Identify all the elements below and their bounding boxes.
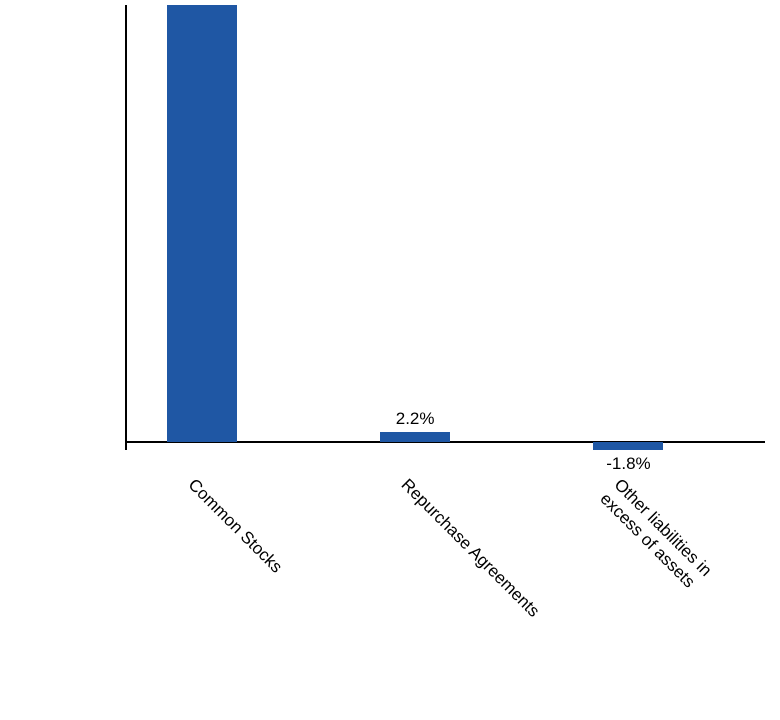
allocation-bar-chart: 99.6%2.2%-1.8% Common StocksRepurchase A…	[0, 0, 780, 720]
x-axis-label-line: Repurchase Agreements	[397, 475, 543, 621]
plot-area: 99.6%2.2%-1.8%	[125, 5, 765, 450]
bar-value-label: -1.8%	[578, 454, 678, 474]
x-axis-label: Other liabilities inexcess of assets	[597, 475, 716, 594]
bar-value-label: 99.6%	[152, 0, 252, 2]
x-axis-label: Common Stocks	[184, 475, 286, 577]
bar	[167, 5, 237, 442]
bar	[593, 442, 663, 450]
bar	[380, 432, 450, 442]
x-axis-label-line: Common Stocks	[184, 475, 286, 577]
bar-value-label: 2.2%	[365, 409, 465, 429]
y-axis	[125, 5, 127, 450]
x-axis-labels: Common Stocks Repurchase Agreements Other …	[125, 475, 765, 715]
x-axis-label: Repurchase Agreements	[397, 475, 543, 621]
